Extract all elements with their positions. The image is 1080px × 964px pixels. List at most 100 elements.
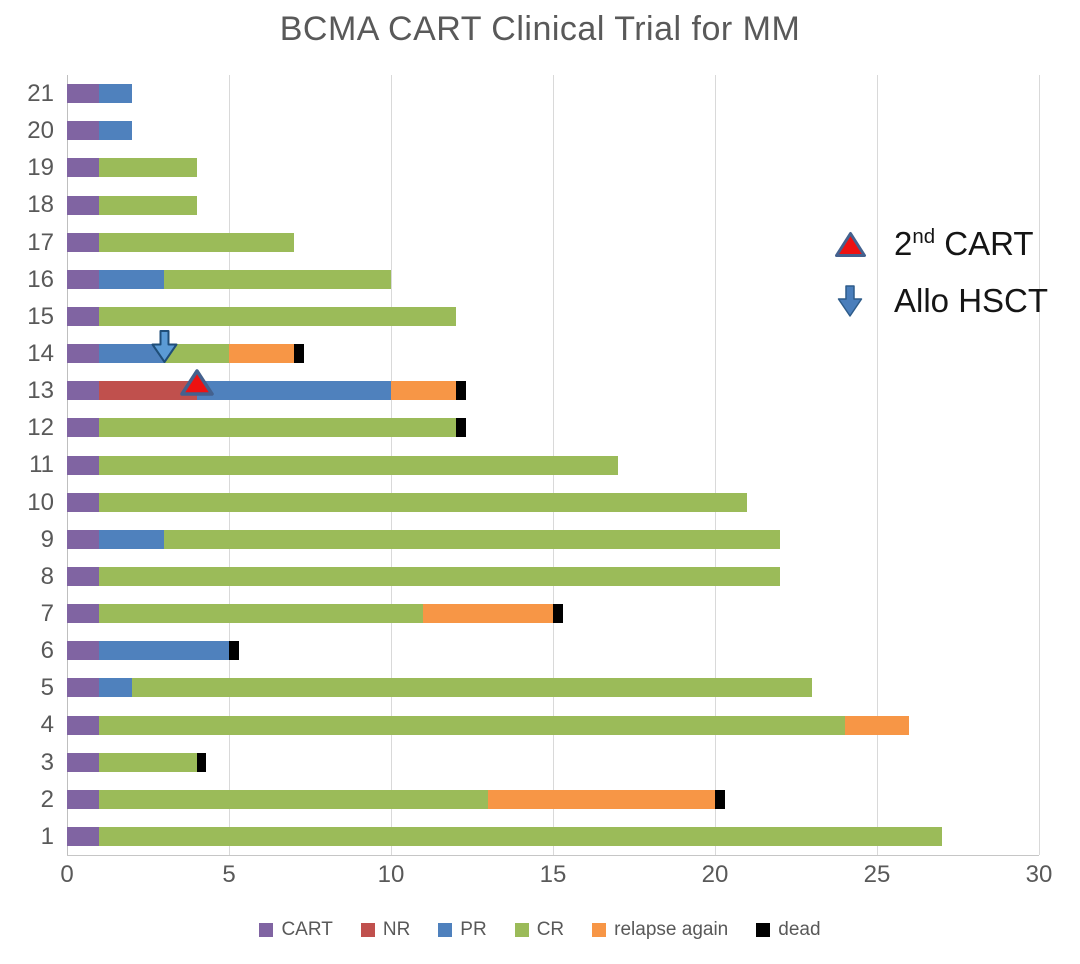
bar-segment-cr-patient-16 — [164, 269, 391, 289]
y-label-patient-5: 5 — [40, 674, 54, 702]
y-label-patient-3: 3 — [40, 748, 54, 776]
bar-segment-nr-patient-13 — [99, 381, 197, 401]
second-cart-label-base: 2 — [894, 225, 913, 262]
bar-segment-cr-patient-12 — [99, 418, 456, 438]
legend-label-dead: dead — [778, 919, 821, 940]
second-cart-label-rest: CART — [935, 225, 1034, 262]
bar-segment-cart-patient-16 — [67, 269, 100, 289]
legend-swatch-nr — [360, 923, 375, 937]
bar-segment-relapse-again-patient-2 — [488, 789, 715, 809]
legend-label-relapse-again: relapse again — [614, 919, 729, 940]
bar-segment-cart-patient-6 — [67, 641, 100, 661]
bar-segment-pr-patient-9 — [99, 529, 165, 549]
y-label-patient-13: 13 — [27, 377, 54, 405]
down-arrow-icon — [818, 284, 882, 318]
bar-segment-cart-patient-8 — [67, 566, 100, 586]
legend-label-nr: NR — [382, 919, 411, 940]
bar-segment-relapse-again-patient-7 — [423, 604, 553, 624]
bar-segment-cart-patient-18 — [67, 195, 100, 215]
y-label-patient-10: 10 — [27, 488, 54, 516]
bar-segment-cr-patient-3 — [99, 752, 197, 772]
bar-segment-cr-patient-15 — [99, 306, 456, 326]
bar-segment-pr-patient-13 — [196, 381, 391, 401]
bar-segment-relapse-again-patient-14 — [229, 344, 294, 364]
annotation-second-cart: 2nd CART — [818, 221, 1058, 267]
bar-segment-relapse-again-patient-13 — [391, 381, 456, 401]
legend-swatch-dead — [756, 923, 771, 937]
bar-segment-dead-patient-3 — [196, 752, 207, 772]
x-tick-label-25: 25 — [863, 861, 891, 888]
y-label-patient-20: 20 — [27, 117, 54, 145]
bar-segment-cart-patient-19 — [67, 158, 100, 178]
y-label-patient-7: 7 — [40, 600, 54, 627]
bar-segment-cart-patient-15 — [67, 306, 100, 326]
second-cart-label: 2nd CART — [894, 225, 1034, 263]
bar-segment-cart-patient-11 — [67, 455, 100, 475]
bar-segment-cr-patient-5 — [131, 678, 813, 698]
annotation-legend: 2nd CART Allo HSCT — [818, 221, 1058, 335]
x-tick-label-0: 0 — [60, 861, 74, 888]
bar-segment-dead-patient-7 — [553, 604, 563, 624]
x-axis-line — [67, 855, 1039, 856]
x-tick-label-30: 30 — [1025, 861, 1053, 888]
bar-segment-cart-patient-4 — [67, 715, 100, 735]
bar-segment-cr-patient-2 — [99, 789, 489, 809]
bar-segment-cart-patient-21 — [67, 84, 100, 104]
bar-segment-cart-patient-17 — [67, 232, 100, 252]
x-tick-label-5: 5 — [222, 861, 236, 888]
y-label-patient-17: 17 — [27, 228, 54, 256]
bar-segment-pr-patient-5 — [99, 678, 132, 698]
y-label-patient-15: 15 — [27, 302, 54, 330]
bar-segment-cart-patient-2 — [67, 789, 100, 809]
gridline-x-30 — [1039, 75, 1040, 855]
x-tick-label-15: 15 — [539, 861, 567, 888]
bar-segment-dead-patient-13 — [455, 381, 466, 401]
legend-item-cr: CR — [514, 919, 565, 941]
second-cart-label-sup: nd — [912, 225, 936, 248]
bar-segment-dead-patient-2 — [715, 789, 725, 809]
chart-title: BCMA CART Clinical Trial for MM — [279, 10, 801, 48]
x-tick-label-10: 10 — [377, 861, 405, 888]
bar-segment-pr-patient-6 — [99, 641, 229, 661]
bar-segment-pr-patient-16 — [99, 269, 165, 289]
bar-segment-cr-patient-17 — [99, 232, 294, 252]
annotation-allo-hsct: Allo HSCT — [818, 278, 1058, 324]
y-label-patient-2: 2 — [40, 785, 54, 813]
legend-label-pr: PR — [460, 919, 487, 940]
y-label-patient-4: 4 — [40, 711, 54, 739]
allo-hsct-label: Allo HSCT — [894, 282, 1049, 319]
y-label-patient-18: 18 — [27, 191, 54, 219]
legend-item-pr: PR — [438, 919, 487, 941]
bar-segment-cart-patient-13 — [67, 381, 100, 401]
y-label-patient-9: 9 — [40, 525, 54, 553]
legend-swatch-relapse-again — [592, 923, 607, 937]
y-label-patient-12: 12 — [27, 414, 54, 442]
bar-segment-cr-patient-4 — [99, 715, 845, 735]
y-label-patient-1: 1 — [40, 822, 54, 850]
bar-segment-cr-patient-11 — [99, 455, 618, 475]
marker-second-cart — [179, 369, 214, 396]
bar-segment-cart-patient-10 — [67, 492, 100, 512]
legend-swatch-pr — [438, 923, 453, 937]
bar-segment-cart-patient-5 — [67, 678, 100, 698]
legend-item-nr: NR — [360, 919, 411, 941]
legend-item-relapse-again: relapse again — [592, 919, 728, 941]
bar-segment-cr-patient-14 — [164, 344, 229, 364]
y-label-patient-16: 16 — [27, 265, 54, 293]
triangle-icon — [818, 231, 882, 258]
legend-item-dead: dead — [756, 919, 821, 941]
bar-segment-cr-patient-1 — [99, 826, 942, 846]
legend-swatch-cart — [259, 923, 274, 937]
y-label-patient-14: 14 — [27, 340, 54, 367]
legend-swatch-cr — [514, 923, 529, 937]
bar-segment-cr-patient-8 — [99, 566, 780, 586]
legend-label-cr: CR — [536, 919, 565, 940]
bar-segment-dead-patient-6 — [229, 641, 239, 661]
bar-segment-cart-patient-3 — [67, 752, 100, 772]
y-label-patient-6: 6 — [40, 637, 54, 665]
y-label-patient-19: 19 — [27, 154, 54, 182]
bar-segment-cart-patient-1 — [67, 826, 100, 846]
bar-segment-dead-patient-14 — [293, 344, 304, 364]
legend-label-cart: CART — [281, 919, 333, 940]
